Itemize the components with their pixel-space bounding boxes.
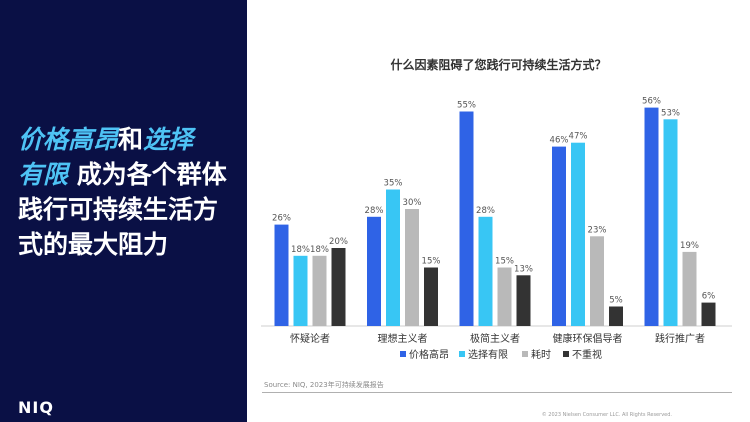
bar-2-2 (386, 189, 400, 326)
legend-label-4: 不重视 (572, 348, 602, 361)
data-label: 28% (365, 206, 384, 216)
category-label: 极简主义者 (470, 332, 520, 345)
legend-swatch-2 (459, 351, 465, 357)
bar-1-3 (312, 255, 327, 326)
headline-highlight-limited: 有限 (18, 160, 69, 189)
bar-4-4 (609, 306, 623, 326)
bar-1-2 (293, 255, 308, 326)
data-label: 18% (291, 245, 310, 255)
source-note: Source: NIQ, 2023年可持续发展报告 (264, 381, 384, 389)
data-label: 19% (680, 241, 699, 251)
headline-highlight-choice: 选择 (143, 125, 194, 154)
data-label: 53% (661, 108, 680, 118)
legend-swatch-4 (563, 351, 569, 357)
chart-title: 什么因素阻碍了您践行可持续生活方式？ (390, 58, 607, 72)
data-label: 20% (329, 237, 348, 247)
bar-1-4 (331, 248, 346, 326)
data-label: 5% (609, 296, 623, 306)
data-label: 6% (702, 292, 716, 302)
data-label: 28% (476, 206, 495, 216)
headline-and: 和 (118, 125, 144, 154)
bar-2-1 (367, 216, 381, 326)
legend-label-3: 耗时 (531, 349, 551, 361)
bar-chart: 26%18% 18%20%怀疑论者28%35%30%15%理想主义者55%28%1… (261, 97, 732, 361)
headline-rest: 成为各个群体践行可持续生活方式的最大阻力 (18, 160, 227, 259)
bar-5-2 (663, 119, 678, 326)
data-label: 56% (642, 97, 661, 107)
bar-5-1 (644, 107, 659, 326)
data-label: 26% (272, 214, 291, 224)
bar-4-2 (571, 142, 585, 326)
data-label: 46% (550, 136, 569, 146)
data-label: 18% (310, 245, 329, 255)
data-label: 23% (588, 225, 607, 235)
data-label: 55% (457, 101, 476, 111)
headline: 价格高昂和选择有限 成为各个群体践行可持续生活方式的最大阻力 (18, 122, 240, 262)
legend-label-2: 选择有限 (468, 348, 508, 361)
data-label: 15% (422, 257, 441, 267)
left-panel: 价格高昂和选择有限 成为各个群体践行可持续生活方式的最大阻力 NIQ (0, 0, 247, 422)
legend-swatch-3 (522, 351, 528, 357)
bar-3-2 (478, 216, 493, 326)
category-label: 健康环保倡导者 (553, 332, 623, 345)
niq-logo: NIQ (18, 398, 54, 417)
bar-5-4 (701, 302, 716, 326)
copyright-note: © 2023 Nielsen Consumer LLC. All Rights … (541, 412, 672, 418)
category-label: 践行推广者 (655, 332, 705, 345)
bar-2-3 (405, 209, 419, 326)
data-label: 13% (514, 264, 533, 274)
category-label: 怀疑论者 (290, 332, 330, 345)
footer-divider (262, 392, 732, 393)
legend-label-1: 价格高昂 (409, 348, 449, 361)
bar-2-4 (424, 267, 438, 326)
headline-highlight-price: 价格高昂 (18, 125, 119, 154)
category-label: 理想主义者 (378, 332, 428, 345)
data-label: 30% (403, 198, 422, 208)
bar-5-3 (682, 251, 697, 326)
bar-1-1 (274, 224, 289, 326)
bar-3-1 (459, 111, 474, 326)
bar-4-3 (590, 236, 604, 326)
legend-swatch-1 (400, 351, 406, 357)
bar-3-3 (497, 267, 512, 326)
bar-4-1 (552, 146, 566, 326)
data-label: 15% (495, 257, 514, 267)
bar-3-4 (516, 275, 531, 326)
data-label: 35% (384, 179, 403, 189)
data-label: 47% (569, 132, 588, 142)
